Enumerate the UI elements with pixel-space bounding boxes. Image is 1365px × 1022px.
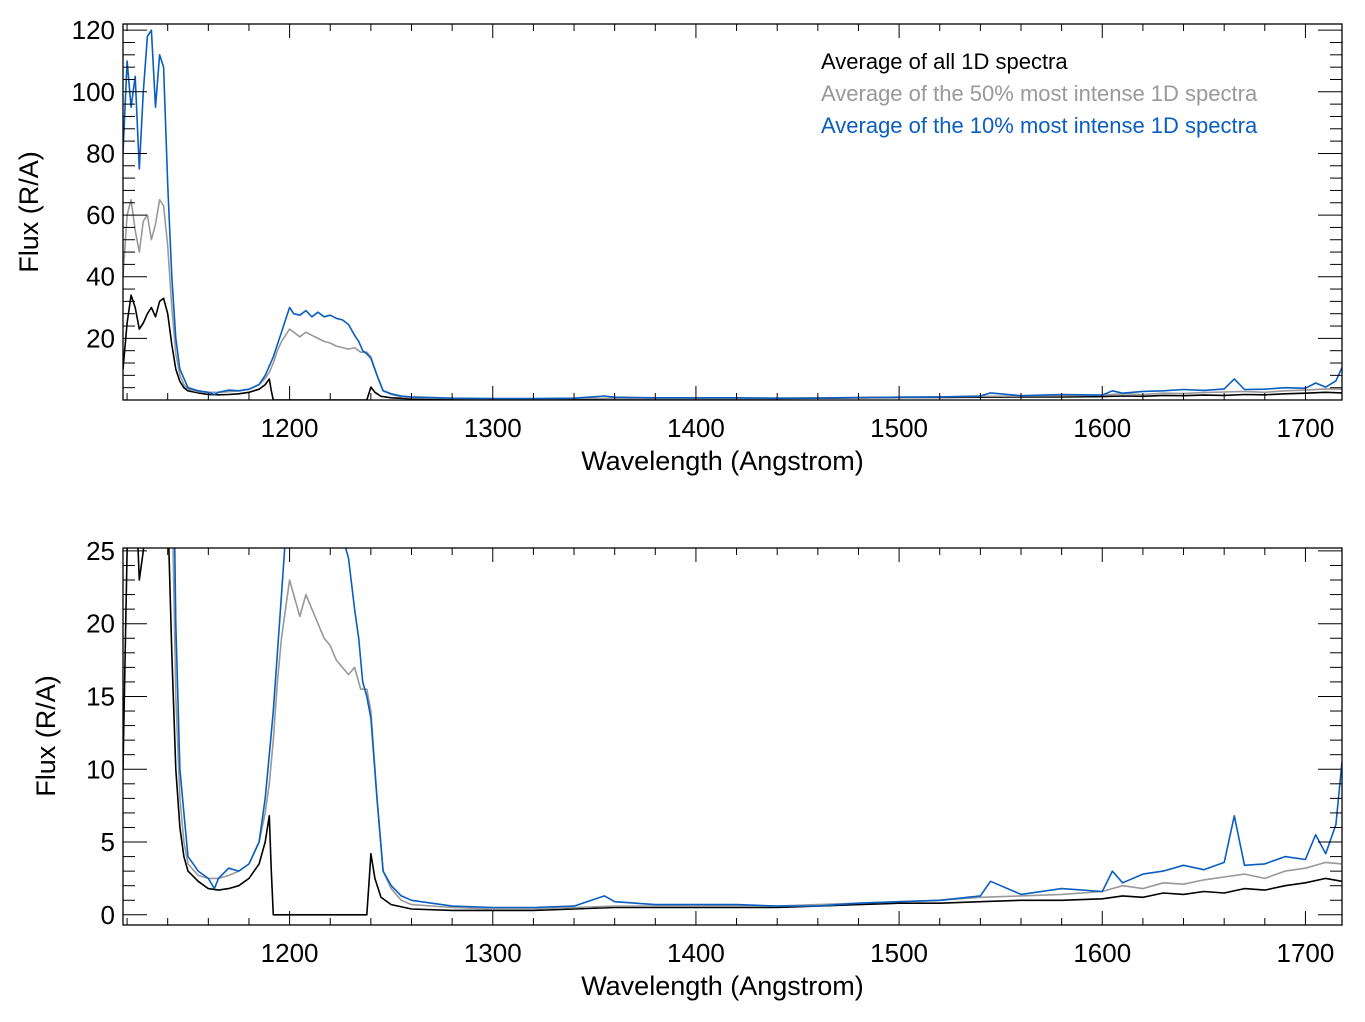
- y-tick-label: 20: [86, 609, 115, 639]
- y-tick-label: 10: [86, 754, 115, 784]
- plot-frame: [122, 23, 1343, 401]
- y-axis-label: Flux (R/A): [31, 675, 61, 797]
- y-tick-label: 40: [86, 262, 115, 292]
- y-tick-label: 15: [86, 681, 115, 711]
- y-tick-label: 0: [101, 900, 115, 930]
- x-tick-label: 1300: [464, 413, 522, 443]
- y-tick-label: 80: [86, 138, 115, 168]
- series-line-2: [123, 198, 1342, 400]
- y-tick-label: 100: [72, 77, 115, 107]
- x-axis-label: Wavelength (Angstrom): [581, 446, 864, 476]
- y-tick-label: 20: [86, 323, 115, 353]
- series-line-1: [123, 294, 1342, 400]
- legend-entry-1: Average of all 1D spectra: [821, 49, 1068, 74]
- legend-entry-3: Average of the 10% most intense 1D spect…: [821, 113, 1258, 138]
- x-tick-label: 1500: [870, 413, 928, 443]
- y-tick-label: 120: [72, 15, 115, 45]
- x-tick-label: 1600: [1073, 938, 1131, 968]
- x-tick-label: 1200: [261, 938, 319, 968]
- legend-entry-2: Average of the 50% most intense 1D spect…: [821, 81, 1258, 106]
- x-tick-label: 1500: [870, 938, 928, 968]
- bottom-panel: 1200 1300 1400 1500 1600 1700 0 5 10 15 20 25 Wavele…: [31, 536, 1343, 1001]
- y-tick-label: 5: [101, 827, 115, 857]
- series-line-3: [173, 548, 1342, 909]
- y-tick-label: 25: [86, 536, 115, 566]
- y-axis-label: Flux (R/A): [14, 151, 44, 273]
- x-tick-label: 1700: [1277, 938, 1335, 968]
- x-axis-label: Wavelength (Angstrom): [581, 971, 864, 1001]
- series-line-1: [123, 548, 1342, 916]
- x-tick-label: 1400: [667, 938, 725, 968]
- y-tick-label: 60: [86, 200, 115, 230]
- x-tick-label: 1700: [1277, 413, 1335, 443]
- top-panel: 1200 1300 1400 1500 1600 1700 20 40 60 80 100 120 Wa…: [14, 15, 1343, 476]
- series-line-2: [172, 548, 1342, 910]
- series-line-3: [123, 29, 1342, 400]
- plot-frame: [122, 547, 1343, 926]
- x-tick-label: 1200: [261, 413, 319, 443]
- x-tick-label: 1400: [667, 413, 725, 443]
- x-tick-label: 1300: [464, 938, 522, 968]
- x-tick-label: 1600: [1073, 413, 1131, 443]
